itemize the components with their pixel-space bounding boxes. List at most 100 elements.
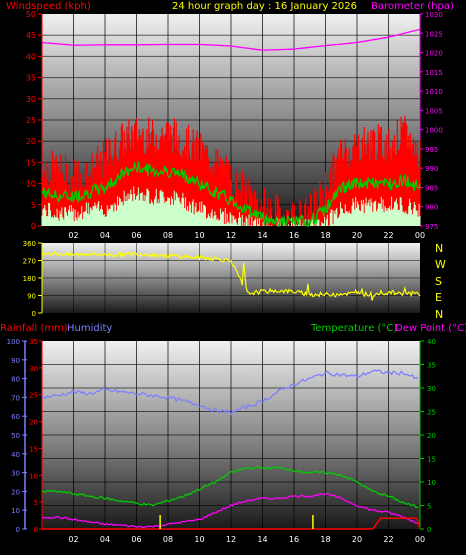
- rain-tick-label: 0: [34, 526, 38, 534]
- temp-tick-label: 15: [427, 456, 436, 464]
- compass-label: E: [435, 291, 442, 304]
- temp-tick-label: 0: [427, 526, 431, 534]
- rain-humidity-temp-series: [41, 369, 421, 530]
- humidity-tick-label: 80: [11, 376, 20, 384]
- series-direction: [41, 250, 421, 301]
- baro-tick-label: 975: [425, 223, 438, 231]
- baro-tick-label: 990: [425, 165, 438, 173]
- temp-tick-label: 30: [427, 385, 436, 393]
- direction-tick-label: 0: [32, 310, 36, 318]
- y-tick-label: 35: [26, 74, 36, 83]
- windspeed-axis-label: Windspeed (kph): [6, 1, 91, 12]
- humidity-y-ticks: 0 10 20 30 40 50 60 70 80 90 100: [7, 338, 27, 534]
- x-tick-label: 16: [289, 535, 299, 544]
- y-tick-label: 0: [31, 222, 36, 231]
- graph-title: 24 hour graph day : 16 January 2026: [172, 1, 357, 12]
- x-tick-label: 06: [131, 231, 141, 240]
- x-tick-label: 16: [289, 231, 299, 240]
- x-tick-label: 08: [163, 535, 173, 544]
- x-tick-label: 20: [352, 535, 362, 544]
- baro-tick-label: 985: [425, 184, 438, 192]
- y-tick-label: 30: [26, 95, 36, 104]
- compass-label: W: [435, 258, 446, 271]
- x-tick-label: 00: [415, 231, 425, 240]
- compass-label: N: [435, 308, 443, 321]
- humidity-tick-label: 0: [16, 526, 20, 534]
- temp-tick-label: 10: [427, 479, 436, 487]
- y-tick-label: 15: [26, 158, 36, 167]
- compass-label: S: [435, 275, 442, 288]
- rain-tick-label: 5: [34, 499, 38, 507]
- x-tick-label: 06: [131, 535, 141, 544]
- series-rainfall: [42, 517, 421, 530]
- x-tick-label: 04: [100, 231, 110, 240]
- baro-tick-label: 1000: [425, 127, 443, 135]
- rain-tick-label: 15: [29, 445, 38, 453]
- baro-tick-label: 1010: [425, 88, 443, 96]
- barometer-axis-label: Barometer (hpa): [371, 1, 454, 12]
- x-tick-label: 18: [320, 231, 330, 240]
- baro-tick-label: 1030: [425, 11, 443, 19]
- humidity-tick-label: 60: [11, 413, 20, 421]
- rain-tick-label: 20: [29, 419, 38, 427]
- compass-label: N: [435, 242, 443, 255]
- humidity-tick-label: 70: [11, 394, 20, 402]
- humidity-tick-label: 50: [11, 432, 20, 440]
- x-tick-label: 12: [226, 535, 236, 544]
- y-tick-label: 10: [26, 180, 36, 189]
- rain-y-ticks: 0 5 10 15 20 25 30 35: [29, 338, 43, 534]
- baro-tick-label: 1020: [425, 50, 443, 58]
- baro-tick-label: 1005: [425, 107, 443, 115]
- x-tick-label: 22: [383, 231, 393, 240]
- x-tick-label: 04: [100, 535, 110, 544]
- x-tick-label: 00: [415, 535, 425, 544]
- series-temperature: [41, 466, 419, 509]
- baro-tick-label: 980: [425, 204, 438, 212]
- dewpoint-axis-label: Dew Point (°C): [395, 323, 466, 334]
- rain-tick-label: 10: [29, 472, 38, 480]
- direction-tick-label: 360: [23, 240, 36, 248]
- temp-tick-label: 40: [427, 338, 436, 346]
- baro-tick-label: 1015: [425, 69, 443, 77]
- humidity-tick-label: 30: [11, 470, 20, 478]
- x-tick-label: 08: [163, 231, 173, 240]
- y-tick-label: 5: [31, 201, 36, 210]
- x-tick-label: 10: [194, 231, 204, 240]
- wind-y-ticks: 0 5 10 15 20 25 30 35 40 45 50: [26, 10, 43, 231]
- humidity-tick-label: 90: [11, 357, 20, 365]
- rain-x-ticks: 02 04 06 08 10 12 14 16 18 20 22 00: [68, 535, 425, 544]
- x-tick-label: 02: [68, 535, 78, 544]
- x-tick-label: 22: [383, 535, 393, 544]
- y-tick-label: 20: [26, 137, 36, 146]
- series-dewpoint: [41, 492, 419, 529]
- rain-tick-label: 30: [29, 365, 38, 373]
- series-barometer: [41, 28, 421, 51]
- humidity-tick-label: 10: [11, 507, 20, 515]
- y-tick-label: 25: [26, 116, 36, 125]
- x-tick-label: 14: [257, 231, 267, 240]
- temp-y-ticks: 0 5 10 15 20 25 30 35 40: [419, 338, 436, 534]
- x-tick-label: 10: [194, 535, 204, 544]
- direction-tick-label: 90: [27, 293, 36, 301]
- direction-series: [41, 250, 421, 301]
- direction-y-ticks: 0 90 180 270 360: [23, 240, 43, 318]
- rain-tick-label: 25: [29, 392, 38, 400]
- x-tick-label: 14: [257, 535, 267, 544]
- baro-y-ticks: 975 980 985 990 995 1000 1005 1010 1015 1020 1025 1…: [419, 11, 443, 231]
- wind-x-ticks: 02 04 06 08 10 12 14 16 18 20 22 00: [68, 231, 425, 240]
- humidity-axis-label: Humidity: [67, 323, 112, 334]
- humidity-tick-label: 40: [11, 451, 20, 459]
- temp-tick-label: 25: [427, 409, 436, 417]
- y-tick-label: 40: [26, 52, 36, 61]
- panel-direction-grid: [42, 243, 420, 313]
- y-tick-label: 50: [26, 10, 36, 19]
- baro-tick-label: 1025: [425, 30, 443, 38]
- x-tick-label: 02: [68, 231, 78, 240]
- direction-tick-label: 180: [23, 275, 36, 283]
- temp-tick-label: 5: [427, 503, 431, 511]
- x-tick-label: 20: [352, 231, 362, 240]
- baro-tick-label: 995: [425, 146, 438, 154]
- x-tick-label: 12: [226, 231, 236, 240]
